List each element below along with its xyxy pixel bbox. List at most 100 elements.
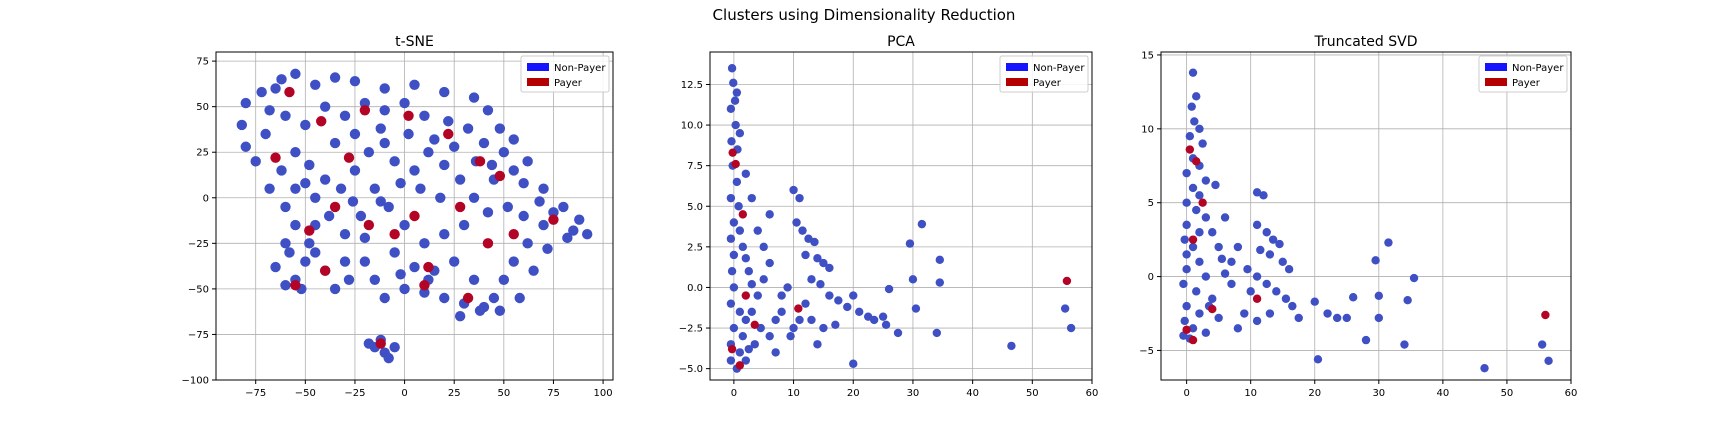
point-non-payer <box>379 105 390 116</box>
point-non-payer <box>280 280 291 291</box>
point-non-payer <box>741 356 751 365</box>
point-non-payer <box>1192 205 1201 215</box>
point-non-payer <box>741 315 751 325</box>
legend-label: Payer <box>1033 78 1062 89</box>
point-non-payer <box>290 68 301 80</box>
y-tick-label: −5.0 <box>679 364 703 375</box>
point-non-payer <box>908 275 918 284</box>
point-non-payer <box>264 105 275 116</box>
point-payer <box>319 265 331 276</box>
point-non-payer <box>1252 316 1262 326</box>
point-non-payer <box>528 265 539 276</box>
point-non-payer <box>741 254 751 263</box>
point-non-payer <box>849 291 858 300</box>
point-non-payer <box>369 183 380 194</box>
point-non-payer <box>534 196 545 207</box>
point-payer <box>1182 325 1191 334</box>
x-tick-label: 20 <box>847 388 860 399</box>
x-tick-label: 10 <box>787 388 800 399</box>
point-non-payer <box>911 304 921 313</box>
point-non-payer <box>389 156 400 167</box>
point-non-payer <box>731 120 740 130</box>
point-non-payer <box>843 302 852 312</box>
x-tick-label: 10 <box>1244 388 1257 399</box>
point-non-payer <box>449 256 460 267</box>
subplot-3: 0 10 20 30 40 50 60 −5 0 5 10 15 Truncated SVD Non-Pa… <box>1139 34 1577 399</box>
point-non-payer <box>1182 264 1191 274</box>
point-payer <box>343 152 355 163</box>
point-non-payer <box>1265 309 1275 318</box>
point-non-payer <box>1195 124 1204 134</box>
y-tick-label: 0.0 <box>687 283 703 294</box>
point-non-payer <box>783 283 792 292</box>
point-non-payer <box>494 305 506 316</box>
point-non-payer <box>558 201 569 213</box>
point-non-payer <box>813 254 822 263</box>
legend: Non-Payer Payer <box>1478 55 1568 93</box>
point-non-payer <box>735 307 745 317</box>
point-non-payer <box>478 137 490 149</box>
point-non-payer <box>738 242 748 252</box>
point-payer <box>304 225 315 236</box>
point-non-payer <box>1060 304 1070 313</box>
point-non-payer <box>439 159 450 171</box>
point-non-payer <box>759 275 768 284</box>
point-payer <box>423 261 434 273</box>
point-non-payer <box>389 342 400 353</box>
point-non-payer <box>1182 220 1191 230</box>
point-non-payer <box>1211 180 1220 190</box>
point-payer <box>443 128 454 140</box>
point-non-payer <box>1323 309 1332 318</box>
point-non-payer <box>1256 245 1265 255</box>
point-non-payer <box>458 219 470 231</box>
point-non-payer <box>1182 301 1191 311</box>
y-tick-label: −75 <box>188 330 209 341</box>
point-non-payer <box>727 64 737 73</box>
point-non-payer <box>819 323 828 333</box>
point-non-payer <box>482 105 494 116</box>
point-payer <box>474 156 486 167</box>
point-non-payer <box>771 348 780 357</box>
point-payer <box>1185 145 1195 154</box>
point-non-payer <box>1227 279 1236 289</box>
point-non-payer <box>486 159 498 171</box>
point-non-payer <box>240 141 251 152</box>
point-non-payer <box>765 258 774 268</box>
point-payer <box>750 320 759 329</box>
point-non-payer <box>726 234 736 243</box>
point-non-payer <box>727 267 737 276</box>
point-non-payer <box>1220 213 1230 222</box>
figure-title: Clusters using Dimensionality Reduction <box>713 6 1016 24</box>
point-non-payer <box>1403 296 1412 305</box>
x-tick-label: −75 <box>245 388 266 399</box>
point-payer <box>548 214 559 225</box>
point-non-payer <box>395 178 406 189</box>
point-non-payer <box>917 219 927 229</box>
point-non-payer <box>1192 92 1201 101</box>
point-non-payer <box>726 299 736 308</box>
point-payer <box>270 152 281 163</box>
point-non-payer <box>1275 239 1284 249</box>
point-non-payer <box>329 72 341 83</box>
point-non-payer <box>729 323 739 333</box>
point-non-payer <box>747 279 756 289</box>
point-non-payer <box>415 183 426 194</box>
point-non-payer <box>1198 139 1207 148</box>
point-non-payer <box>849 359 858 368</box>
point-non-payer <box>369 274 380 285</box>
point-non-payer <box>1182 198 1191 207</box>
point-non-payer <box>256 86 267 98</box>
point-non-payer <box>765 210 774 219</box>
y-tick-label: 0 <box>203 193 209 204</box>
point-non-payer <box>884 284 894 294</box>
point-non-payer <box>319 101 331 112</box>
y-tick-label: 75 <box>196 57 209 68</box>
x-tick-label: 50 <box>497 388 510 399</box>
point-non-payer <box>1185 132 1195 141</box>
point-non-payer <box>729 78 738 88</box>
point-non-payer <box>542 243 553 254</box>
point-non-payer <box>727 137 736 146</box>
point-non-payer <box>347 196 359 207</box>
point-non-payer <box>508 165 519 176</box>
axes-frame <box>215 51 614 381</box>
